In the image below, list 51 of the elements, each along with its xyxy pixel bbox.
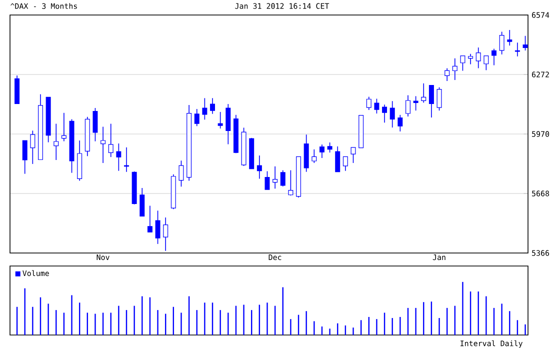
candlestick (256, 155, 262, 180)
candlestick (350, 147, 356, 164)
candlestick (452, 58, 458, 80)
candlestick (30, 130, 36, 164)
candlestick (468, 53, 474, 65)
candlestick (428, 84, 434, 118)
candlestick (492, 48, 496, 66)
candlestick (272, 166, 278, 189)
candlestick (484, 55, 489, 71)
candlestick (444, 68, 450, 82)
candlestick (335, 146, 340, 172)
candlestick (342, 156, 348, 172)
candlestick (202, 98, 208, 120)
candlestick (421, 82, 426, 104)
candlestick (163, 217, 168, 252)
candlestick (413, 96, 418, 111)
candlestick (100, 126, 106, 164)
candlestick (390, 100, 395, 128)
candlestick (218, 112, 223, 129)
candlestick (499, 31, 504, 55)
candlestick (140, 188, 145, 217)
candlestick (226, 104, 231, 145)
candlestick (22, 140, 28, 174)
candlestick (382, 104, 388, 123)
candlestick (288, 170, 294, 196)
candlestick (398, 114, 403, 132)
candlestick (319, 144, 324, 158)
candlestick (405, 94, 410, 117)
candlestick (476, 47, 481, 69)
candlestick (124, 147, 129, 172)
candlestick (92, 108, 98, 142)
candlestick (264, 170, 270, 190)
candlestick (460, 55, 466, 72)
candlestick (178, 160, 184, 188)
candlestick (194, 108, 200, 127)
candlestick (522, 35, 528, 51)
candlestick (61, 112, 66, 142)
candlestick (108, 123, 114, 158)
candlestick (155, 210, 160, 244)
candlestick (327, 142, 332, 153)
candlestick (280, 170, 286, 187)
candlestick (312, 148, 317, 164)
candlestick (116, 143, 122, 172)
candlestick (514, 42, 520, 57)
candlestick (507, 30, 512, 46)
candlestick (366, 96, 372, 110)
candlestick (374, 98, 380, 114)
candlestick (436, 86, 442, 111)
candlestick (210, 98, 215, 114)
candlestick (147, 205, 152, 233)
candlestick (54, 123, 59, 160)
